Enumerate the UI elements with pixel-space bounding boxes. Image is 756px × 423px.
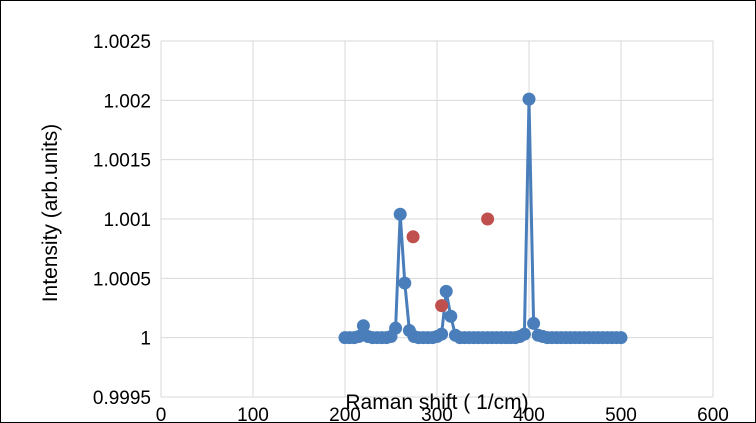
series-2-point <box>481 212 495 226</box>
y-tick-label: 1.001 <box>103 210 151 231</box>
y-tick-label: 1.0025 <box>93 32 151 53</box>
y-tick-label: 0.9995 <box>93 388 151 409</box>
x-tick-label: 300 <box>421 405 453 422</box>
x-tick-label: 200 <box>329 405 361 422</box>
x-tick-label: 0 <box>156 405 167 422</box>
series-1-point <box>614 331 628 345</box>
y-tick-label: 1.0005 <box>93 269 151 290</box>
series-2-point <box>435 299 449 313</box>
y-tick-label: 1.002 <box>103 91 151 112</box>
x-tick-label: 600 <box>697 405 729 422</box>
series-1-point <box>398 276 412 290</box>
series-1-point <box>439 284 453 298</box>
series-1-point <box>393 207 407 221</box>
series-2-point <box>406 230 420 244</box>
series-1-point <box>527 316 541 330</box>
x-tick-label: 400 <box>513 405 545 422</box>
y-tick-label: 1.0015 <box>93 151 151 172</box>
series-1-point <box>444 309 458 323</box>
series-1-point <box>389 321 403 335</box>
series-1-point <box>356 319 370 333</box>
series-1-point <box>435 327 449 341</box>
x-axis-title: Raman shift ( 1/cm) <box>345 391 528 414</box>
gridlines <box>160 40 714 398</box>
data-series <box>338 92 628 345</box>
x-tick-label: 100 <box>237 405 269 422</box>
series-1-point <box>522 92 536 106</box>
tick-labels: 0 100 200 300 400 500 600 0.9995 1 1.0005 1.001 1.0… <box>93 32 729 422</box>
series-1-point <box>352 329 366 343</box>
y-axis-title: Intensity (arb.units) <box>39 124 62 303</box>
y-tick-label: 1 <box>140 329 151 350</box>
x-tick-label: 500 <box>605 405 637 422</box>
series-1-point <box>517 327 531 341</box>
